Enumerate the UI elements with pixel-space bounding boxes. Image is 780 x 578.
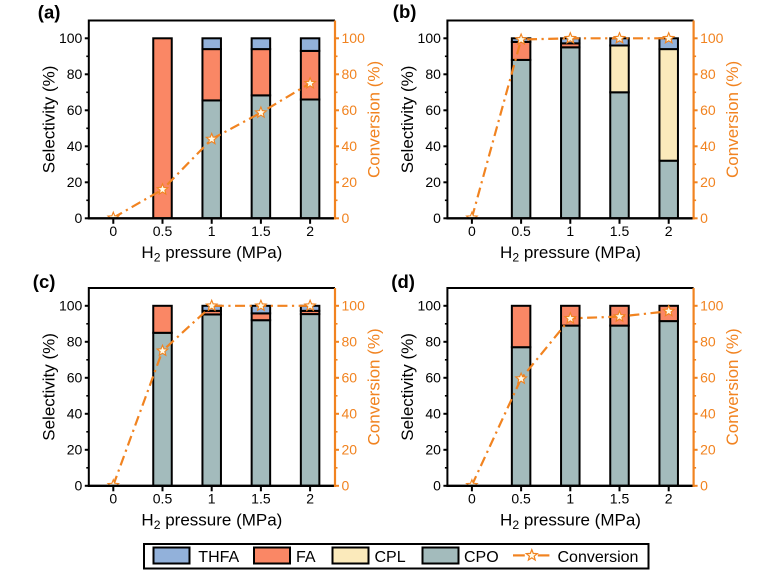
svg-text:100: 100 xyxy=(700,298,724,314)
svg-text:0.5: 0.5 xyxy=(153,490,173,506)
svg-text:100: 100 xyxy=(700,30,724,46)
svg-text:Selectivity (%): Selectivity (%) xyxy=(40,66,59,174)
svg-text:2: 2 xyxy=(665,490,673,506)
svg-text:Selectivity (%): Selectivity (%) xyxy=(398,333,417,441)
svg-text:80: 80 xyxy=(425,334,441,350)
svg-text:(b): (b) xyxy=(393,1,417,22)
svg-text:60: 60 xyxy=(425,102,441,118)
svg-text:0.5: 0.5 xyxy=(511,223,531,239)
svg-text:40: 40 xyxy=(67,138,83,154)
svg-text:2: 2 xyxy=(665,223,673,239)
svg-text:80: 80 xyxy=(700,66,716,82)
svg-text:CPL: CPL xyxy=(375,549,406,566)
svg-text:100: 100 xyxy=(59,298,83,314)
svg-text:100: 100 xyxy=(342,298,366,314)
svg-text:80: 80 xyxy=(342,66,358,82)
svg-text:Conversion (%): Conversion (%) xyxy=(723,328,742,445)
svg-text:Selectivity (%): Selectivity (%) xyxy=(40,333,59,441)
svg-text:100: 100 xyxy=(418,30,442,46)
svg-text:0: 0 xyxy=(468,490,476,506)
svg-text:80: 80 xyxy=(67,66,83,82)
svg-text:0: 0 xyxy=(342,210,350,226)
svg-text:40: 40 xyxy=(425,138,441,154)
svg-text:60: 60 xyxy=(342,370,358,386)
svg-text:0: 0 xyxy=(433,478,441,494)
svg-text:1.5: 1.5 xyxy=(251,490,271,506)
svg-text:THFA: THFA xyxy=(198,549,239,566)
svg-text:0: 0 xyxy=(700,478,708,494)
svg-text:40: 40 xyxy=(700,138,716,154)
svg-text:80: 80 xyxy=(425,66,441,82)
svg-text:0.5: 0.5 xyxy=(153,223,173,239)
svg-text:40: 40 xyxy=(425,406,441,422)
svg-text:1: 1 xyxy=(566,223,574,239)
svg-text:20: 20 xyxy=(700,442,716,458)
svg-text:100: 100 xyxy=(418,298,442,314)
svg-text:0: 0 xyxy=(109,490,117,506)
svg-text:60: 60 xyxy=(67,370,83,386)
svg-text:20: 20 xyxy=(425,174,441,190)
svg-text:0: 0 xyxy=(468,223,476,239)
svg-text:Conversion (%): Conversion (%) xyxy=(365,328,384,445)
svg-text:1.5: 1.5 xyxy=(610,223,630,239)
svg-text:20: 20 xyxy=(700,174,716,190)
svg-text:0: 0 xyxy=(75,210,83,226)
svg-text:80: 80 xyxy=(700,334,716,350)
svg-text:Conversion: Conversion xyxy=(558,549,639,566)
svg-text:H2 pressure (MPa): H2 pressure (MPa) xyxy=(500,510,641,532)
svg-text:40: 40 xyxy=(342,406,358,422)
svg-text:60: 60 xyxy=(700,102,716,118)
svg-text:60: 60 xyxy=(67,102,83,118)
svg-text:1: 1 xyxy=(566,490,574,506)
svg-text:40: 40 xyxy=(342,138,358,154)
svg-text:1: 1 xyxy=(208,490,216,506)
svg-text:20: 20 xyxy=(342,442,358,458)
svg-text:Selectivity (%): Selectivity (%) xyxy=(398,66,417,174)
svg-text:20: 20 xyxy=(67,442,83,458)
svg-text:Conversion (%): Conversion (%) xyxy=(723,61,742,178)
svg-text:(a): (a) xyxy=(38,2,61,23)
svg-text:20: 20 xyxy=(425,442,441,458)
svg-text:(d): (d) xyxy=(391,271,415,292)
svg-text:(c): (c) xyxy=(33,271,56,292)
svg-text:20: 20 xyxy=(342,174,358,190)
svg-text:0: 0 xyxy=(75,478,83,494)
svg-text:0: 0 xyxy=(109,223,117,239)
svg-text:40: 40 xyxy=(700,406,716,422)
svg-text:0: 0 xyxy=(700,210,708,226)
svg-text:0: 0 xyxy=(342,478,350,494)
svg-text:80: 80 xyxy=(67,334,83,350)
svg-text:40: 40 xyxy=(67,406,83,422)
svg-text:FA: FA xyxy=(296,549,316,566)
svg-text:60: 60 xyxy=(700,370,716,386)
svg-text:1.5: 1.5 xyxy=(610,490,630,506)
svg-text:CPO: CPO xyxy=(464,549,499,566)
svg-text:20: 20 xyxy=(67,174,83,190)
svg-text:1: 1 xyxy=(208,223,216,239)
svg-text:H2 pressure (MPa): H2 pressure (MPa) xyxy=(141,510,282,532)
svg-text:60: 60 xyxy=(342,102,358,118)
svg-text:2: 2 xyxy=(306,490,314,506)
svg-text:100: 100 xyxy=(342,30,366,46)
svg-text:2: 2 xyxy=(306,223,314,239)
svg-text:0.5: 0.5 xyxy=(511,490,531,506)
svg-text:1.5: 1.5 xyxy=(251,223,271,239)
svg-text:80: 80 xyxy=(342,334,358,350)
svg-text:0: 0 xyxy=(433,210,441,226)
svg-text:H2 pressure (MPa): H2 pressure (MPa) xyxy=(500,243,641,265)
svg-text:Conversion (%): Conversion (%) xyxy=(365,61,384,178)
svg-text:100: 100 xyxy=(59,30,83,46)
svg-text:60: 60 xyxy=(425,370,441,386)
svg-text:H2 pressure (MPa): H2 pressure (MPa) xyxy=(141,243,282,265)
